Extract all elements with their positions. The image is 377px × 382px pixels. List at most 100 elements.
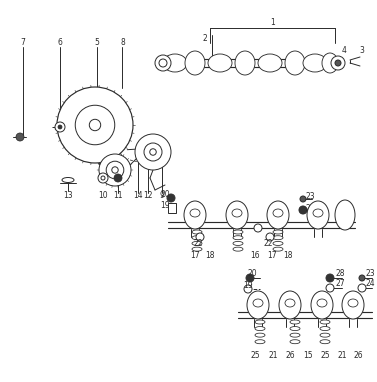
Circle shape: [57, 87, 133, 163]
Circle shape: [75, 105, 115, 145]
Text: 20: 20: [247, 269, 257, 278]
Ellipse shape: [317, 299, 327, 307]
Ellipse shape: [311, 291, 333, 319]
Circle shape: [135, 134, 171, 170]
Text: 15: 15: [303, 351, 313, 361]
Circle shape: [300, 196, 306, 202]
Circle shape: [55, 122, 65, 132]
Bar: [168, 203, 176, 213]
Ellipse shape: [320, 327, 330, 330]
Circle shape: [155, 55, 171, 71]
Ellipse shape: [247, 291, 269, 319]
Text: 11: 11: [113, 191, 123, 199]
Ellipse shape: [273, 209, 283, 217]
Text: 19: 19: [243, 280, 253, 290]
Ellipse shape: [255, 320, 265, 324]
Circle shape: [266, 233, 274, 241]
Ellipse shape: [285, 299, 295, 307]
Text: 22: 22: [263, 238, 273, 248]
Ellipse shape: [163, 54, 187, 72]
Text: 17: 17: [190, 251, 200, 259]
Text: 12: 12: [143, 191, 153, 199]
Ellipse shape: [290, 320, 300, 324]
Circle shape: [335, 60, 341, 66]
Text: 1: 1: [271, 18, 275, 26]
Ellipse shape: [192, 236, 202, 240]
Text: 7: 7: [21, 37, 25, 47]
Ellipse shape: [232, 209, 242, 217]
Ellipse shape: [322, 53, 338, 73]
Ellipse shape: [190, 209, 200, 217]
Circle shape: [98, 173, 108, 183]
Text: 24: 24: [305, 204, 315, 212]
Circle shape: [159, 59, 167, 67]
Ellipse shape: [226, 201, 248, 229]
Ellipse shape: [255, 327, 265, 330]
Text: 16: 16: [250, 251, 260, 259]
Ellipse shape: [320, 320, 330, 324]
Ellipse shape: [348, 299, 358, 307]
Circle shape: [326, 274, 334, 282]
Ellipse shape: [192, 247, 202, 251]
Text: 8: 8: [121, 37, 126, 47]
Circle shape: [150, 149, 156, 155]
Ellipse shape: [273, 241, 283, 245]
Circle shape: [144, 143, 162, 161]
Text: 24: 24: [365, 280, 375, 288]
Text: 3: 3: [360, 45, 365, 55]
Ellipse shape: [233, 230, 243, 234]
Text: 27: 27: [335, 280, 345, 288]
Text: 26: 26: [285, 351, 295, 361]
Ellipse shape: [184, 201, 206, 229]
Ellipse shape: [253, 299, 263, 307]
Ellipse shape: [279, 291, 301, 319]
Ellipse shape: [255, 333, 265, 337]
Circle shape: [58, 125, 62, 129]
Ellipse shape: [285, 51, 305, 75]
Circle shape: [326, 284, 334, 292]
Text: 20: 20: [160, 189, 170, 199]
Text: 25: 25: [250, 351, 260, 361]
Ellipse shape: [255, 340, 265, 344]
Ellipse shape: [192, 230, 202, 234]
Circle shape: [106, 161, 124, 179]
Circle shape: [167, 194, 175, 202]
Text: 4: 4: [342, 45, 346, 55]
Circle shape: [359, 275, 365, 281]
Ellipse shape: [208, 54, 232, 72]
Ellipse shape: [185, 51, 205, 75]
Circle shape: [244, 285, 252, 293]
Text: 22: 22: [193, 238, 203, 248]
Ellipse shape: [313, 209, 323, 217]
Text: 9: 9: [159, 191, 164, 199]
Ellipse shape: [320, 340, 330, 344]
Text: 18: 18: [205, 251, 215, 259]
Text: 21: 21: [337, 351, 347, 361]
Ellipse shape: [273, 230, 283, 234]
Ellipse shape: [235, 51, 255, 75]
Text: 19: 19: [160, 201, 170, 209]
Ellipse shape: [290, 333, 300, 337]
Ellipse shape: [303, 54, 327, 72]
Ellipse shape: [233, 236, 243, 240]
Ellipse shape: [192, 241, 202, 245]
Ellipse shape: [233, 241, 243, 245]
Ellipse shape: [342, 291, 364, 319]
Ellipse shape: [320, 333, 330, 337]
Circle shape: [331, 56, 345, 70]
Ellipse shape: [307, 201, 329, 229]
Text: 21: 21: [268, 351, 278, 361]
Circle shape: [99, 154, 131, 186]
Text: 23: 23: [365, 269, 375, 278]
Circle shape: [358, 284, 366, 292]
Text: 25: 25: [320, 351, 330, 361]
Ellipse shape: [290, 327, 300, 330]
Circle shape: [114, 174, 122, 182]
Text: 18: 18: [283, 251, 293, 259]
Circle shape: [16, 133, 24, 141]
Circle shape: [101, 176, 105, 180]
Text: 6: 6: [58, 37, 63, 47]
Ellipse shape: [273, 236, 283, 240]
Text: 10: 10: [98, 191, 108, 199]
Text: 2: 2: [202, 34, 207, 42]
